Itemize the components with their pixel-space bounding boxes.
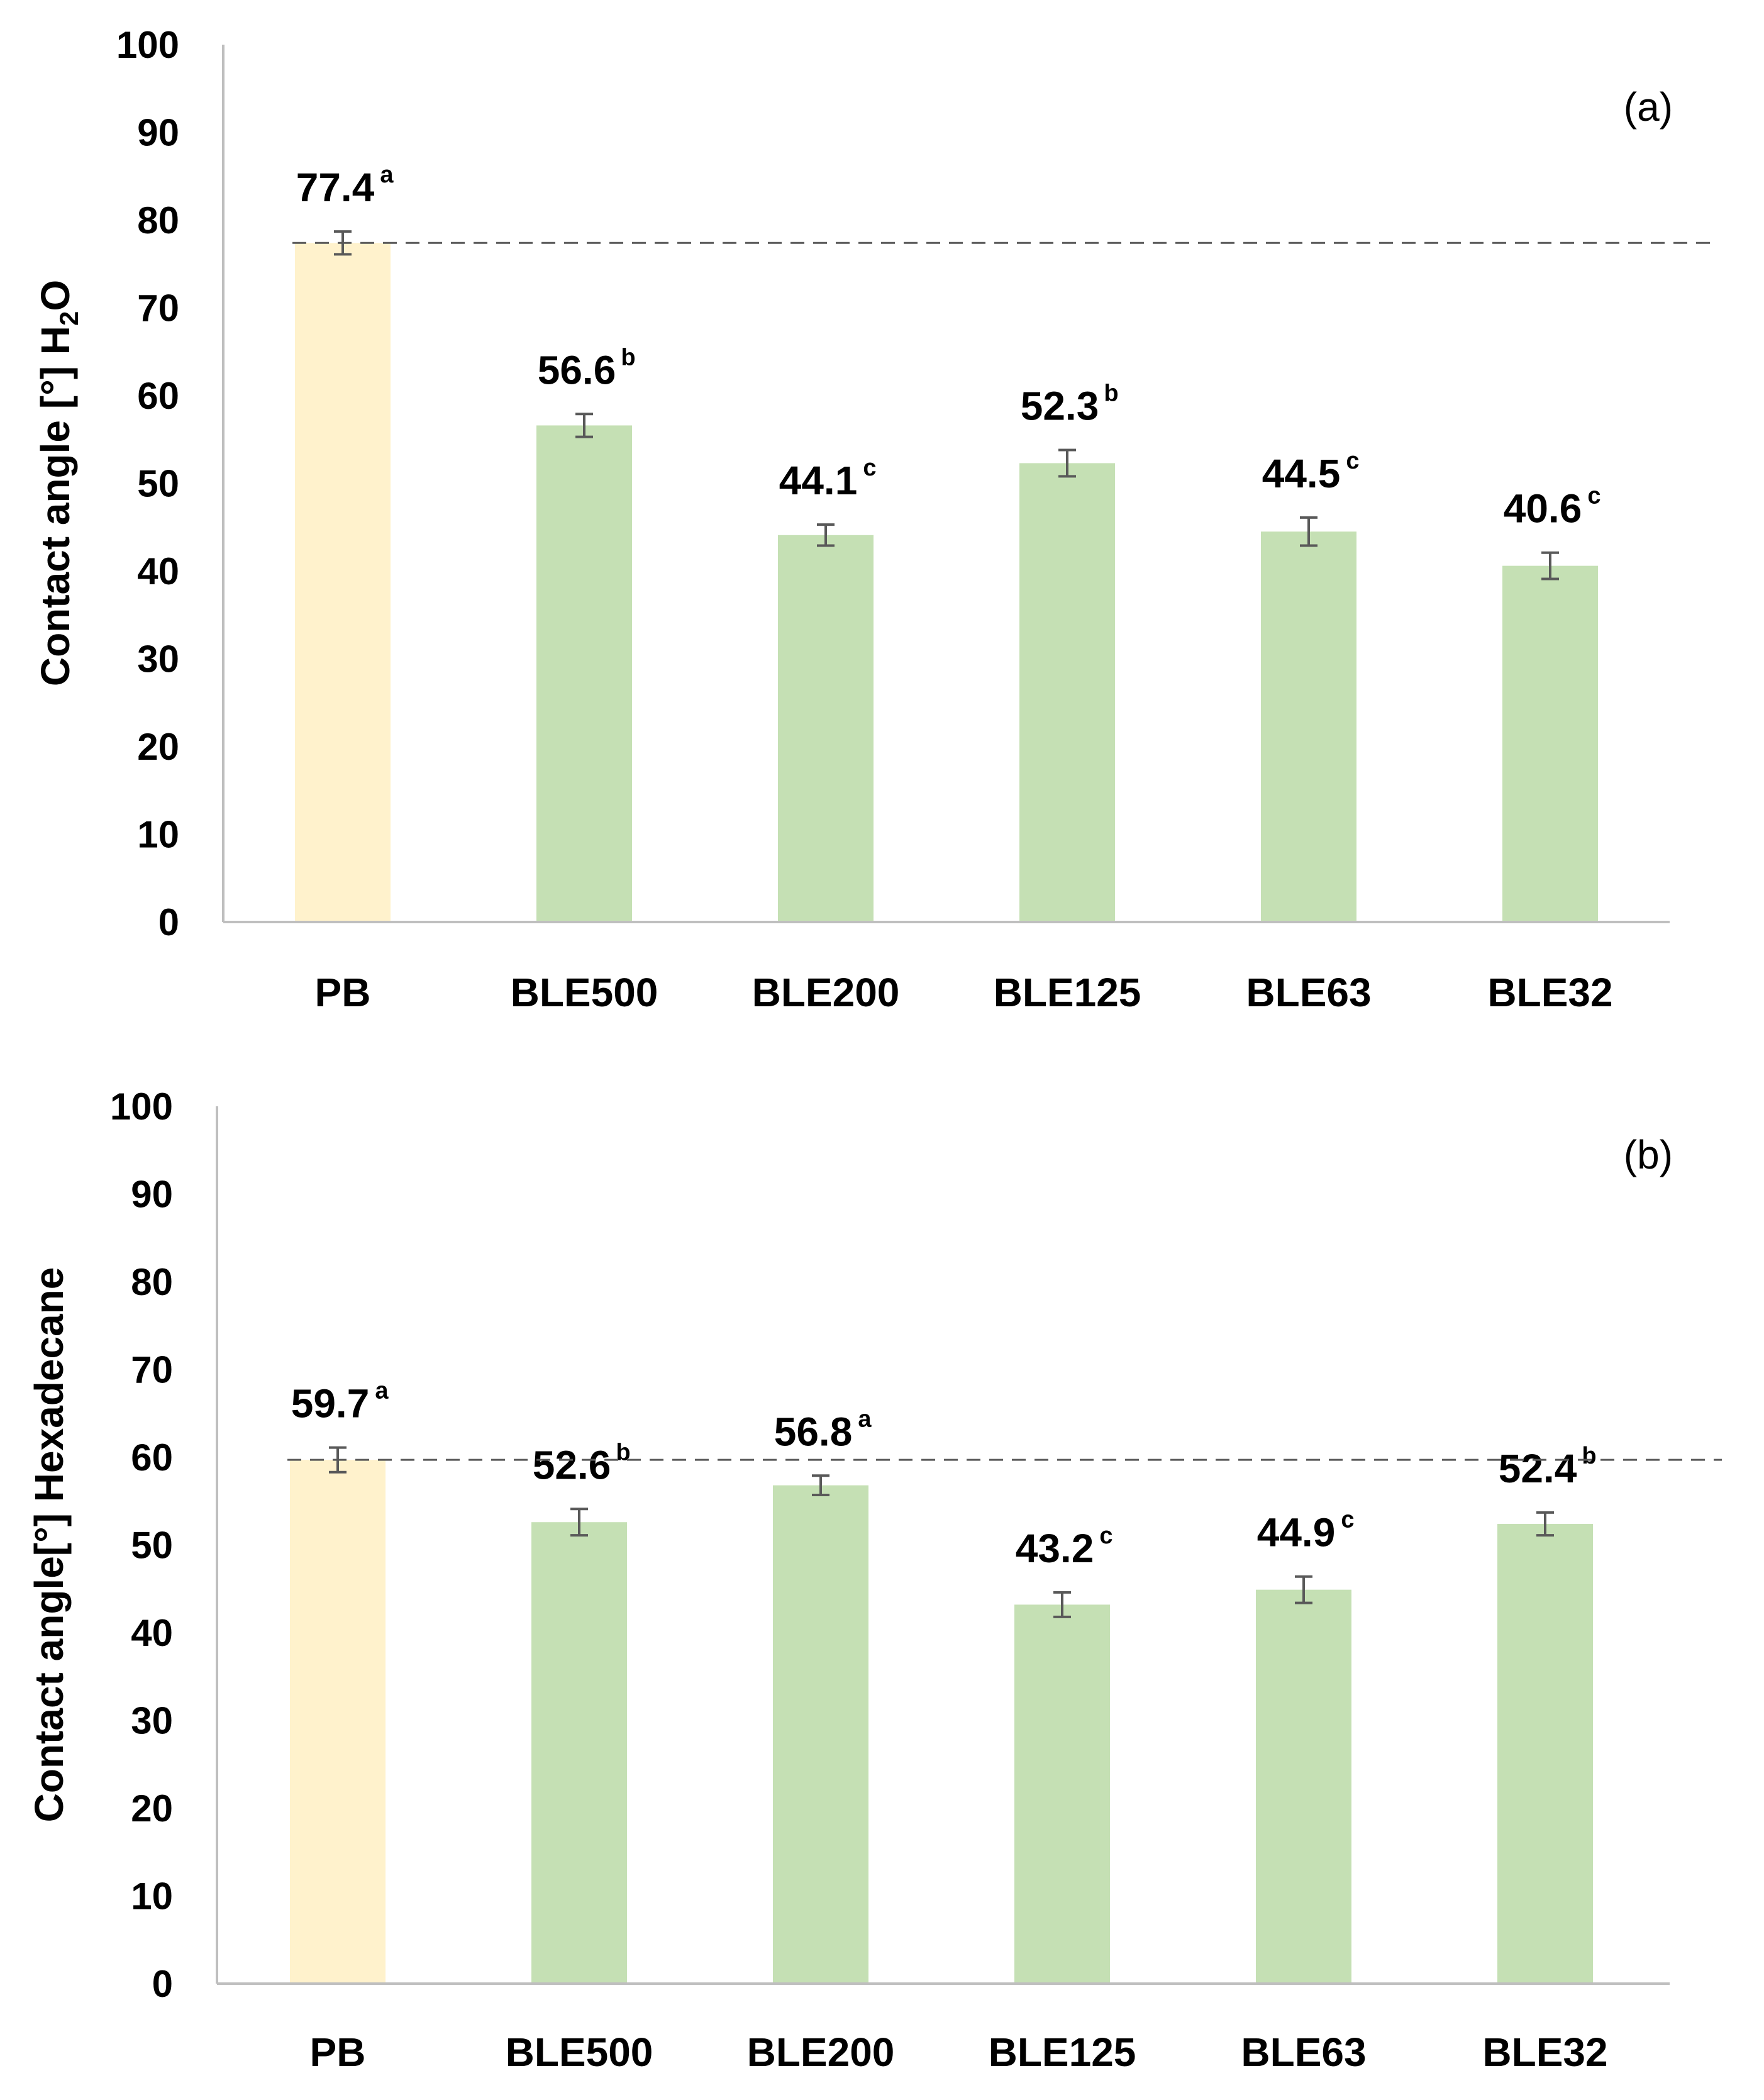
y-tick-label: 90 — [137, 112, 179, 154]
significance-letter-ble200: a — [858, 1406, 872, 1432]
data-label-ble32: 52.4 — [1499, 1446, 1577, 1491]
bar-ble200 — [773, 1485, 868, 1984]
x-tick-label-ble500: BLE500 — [506, 2030, 653, 2075]
y-tick-label: 70 — [137, 287, 179, 330]
error-bar-ble125 — [1053, 1591, 1071, 1618]
y-tick-label: 80 — [131, 1261, 173, 1303]
bar-ble63 — [1261, 531, 1356, 922]
panel-label: (b) — [1624, 1132, 1673, 1177]
significance-letter-ble125: b — [1104, 380, 1118, 406]
y-tick-label: 80 — [137, 199, 179, 242]
data-label-ble200: 44.1 — [779, 458, 858, 503]
error-bar-ble32 — [1536, 1511, 1554, 1537]
y-axis-title-main: Contact angle [°] H — [33, 326, 78, 686]
data-label-ble63: 44.9 — [1257, 1510, 1336, 1555]
x-tick-label-ble32: BLE32 — [1487, 970, 1612, 1015]
x-tick-label-ble200: BLE200 — [747, 2030, 895, 2075]
x-tick-label-ble125: BLE125 — [994, 970, 1141, 1015]
y-tick-label: 0 — [158, 901, 179, 943]
significance-letter-ble32: b — [1582, 1443, 1596, 1469]
y-tick-label: 40 — [137, 550, 179, 592]
significance-letter-pb: a — [375, 1378, 389, 1404]
y-tick-label: 90 — [131, 1174, 173, 1216]
y-tick-label: 0 — [152, 1963, 173, 2005]
error-bar-ble125 — [1058, 448, 1076, 478]
error-bar-ble32 — [1541, 551, 1559, 581]
bar-ble500 — [531, 1522, 627, 1984]
bar-ble200 — [778, 535, 874, 922]
significance-letter-ble63: c — [1346, 448, 1359, 474]
y-tick-label: 100 — [110, 1086, 173, 1128]
y-tick-label: 30 — [137, 638, 179, 681]
significance-letter-ble500: b — [616, 1439, 630, 1465]
y-tick-label: 40 — [131, 1612, 173, 1654]
bar-ble125 — [1019, 463, 1115, 922]
x-tick-label-ble500: BLE500 — [511, 970, 658, 1015]
data-label-ble63: 44.5 — [1262, 451, 1341, 496]
x-tick-label-ble63: BLE63 — [1241, 2030, 1366, 2075]
data-label-ble125: 52.3 — [1021, 383, 1099, 428]
significance-letter-ble32: c — [1587, 483, 1600, 509]
y-tick-label: 70 — [131, 1349, 173, 1391]
x-tick-label-pb: PB — [315, 970, 371, 1015]
significance-letter-ble63: c — [1341, 1507, 1354, 1533]
error-bar-ble500 — [575, 413, 593, 438]
x-tick-label-pb: PB — [310, 2030, 366, 2075]
y-tick-label: 60 — [131, 1436, 173, 1479]
y-tick-label: 20 — [137, 726, 179, 768]
data-label-ble32: 40.6 — [1504, 486, 1582, 531]
y-tick-label: 50 — [137, 463, 179, 505]
y-tick-label: 50 — [131, 1525, 173, 1567]
bar-ble32 — [1502, 565, 1598, 922]
y-tick-label: 60 — [137, 375, 179, 417]
x-tick-label-ble200: BLE200 — [752, 970, 900, 1015]
bar-pb — [295, 243, 391, 922]
y-axis-title: Contact angle[°] Hexadecane — [26, 1267, 72, 1823]
bar-ble125 — [1014, 1604, 1110, 1984]
error-bar-ble63 — [1295, 1575, 1312, 1604]
error-bar-ble200 — [817, 523, 835, 547]
data-label-pb: 59.7 — [291, 1381, 370, 1426]
y-axis-title: Contact angle [°] H2O — [33, 280, 84, 686]
error-bar-ble500 — [570, 1508, 588, 1537]
y-axis-title-main: Contact angle[°] Hexadecane — [26, 1267, 72, 1823]
y-tick-label: 10 — [131, 1875, 173, 1918]
y-tick-label: 30 — [131, 1700, 173, 1742]
y-tick-label: 20 — [131, 1787, 173, 1830]
bar-ble63 — [1256, 1589, 1351, 1984]
x-tick-label-ble32: BLE32 — [1482, 2030, 1607, 2075]
significance-letter-ble200: c — [863, 455, 876, 481]
data-label-ble500: 52.6 — [533, 1442, 611, 1487]
y-axis-title-suffix: O — [33, 280, 78, 311]
data-label-ble125: 43.2 — [1016, 1526, 1094, 1571]
data-label-ble500: 56.6 — [538, 347, 616, 392]
data-label-pb: 77.4 — [296, 165, 375, 210]
y-tick-label: 100 — [116, 24, 179, 66]
significance-letter-ble125: c — [1099, 1523, 1112, 1549]
bar-pb — [290, 1460, 386, 1984]
significance-letter-ble500: b — [621, 344, 635, 370]
error-bar-ble63 — [1300, 516, 1317, 547]
y-tick-label: 10 — [137, 814, 179, 856]
significance-letter-pb: a — [380, 162, 394, 188]
x-tick-label-ble63: BLE63 — [1246, 970, 1371, 1015]
bar-ble32 — [1497, 1524, 1593, 1984]
panel-label: (a) — [1624, 84, 1673, 130]
bar-ble500 — [536, 425, 632, 922]
x-tick-label-ble125: BLE125 — [989, 2030, 1136, 2075]
data-label-ble200: 56.8 — [774, 1409, 853, 1454]
error-bar-ble200 — [812, 1474, 829, 1496]
y-axis-title-subscript: 2 — [54, 311, 84, 326]
